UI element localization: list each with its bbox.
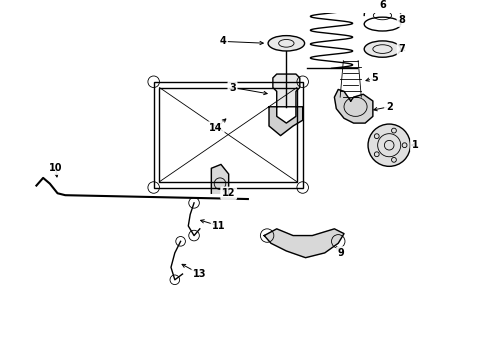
Text: 13: 13	[193, 269, 207, 279]
Polygon shape	[334, 89, 373, 123]
Polygon shape	[211, 165, 229, 193]
Ellipse shape	[364, 41, 401, 57]
Bar	[154, 82, 303, 188]
Text: 8: 8	[398, 15, 405, 25]
Text: 5: 5	[371, 73, 378, 83]
Text: 11: 11	[212, 221, 226, 231]
Ellipse shape	[368, 124, 410, 166]
Text: 3: 3	[229, 82, 236, 93]
Text: 2: 2	[386, 102, 392, 112]
Bar	[159, 87, 297, 182]
Polygon shape	[269, 107, 303, 136]
Text: 10: 10	[49, 163, 62, 173]
Text: 1: 1	[412, 140, 418, 150]
Text: 12: 12	[222, 188, 235, 198]
Text: 7: 7	[398, 44, 405, 54]
Text: 4: 4	[220, 36, 226, 46]
Text: 9: 9	[338, 248, 344, 258]
Polygon shape	[273, 74, 300, 107]
Text: 6: 6	[379, 0, 386, 10]
Text: 14: 14	[209, 123, 223, 133]
Ellipse shape	[268, 36, 305, 51]
Polygon shape	[264, 229, 344, 258]
